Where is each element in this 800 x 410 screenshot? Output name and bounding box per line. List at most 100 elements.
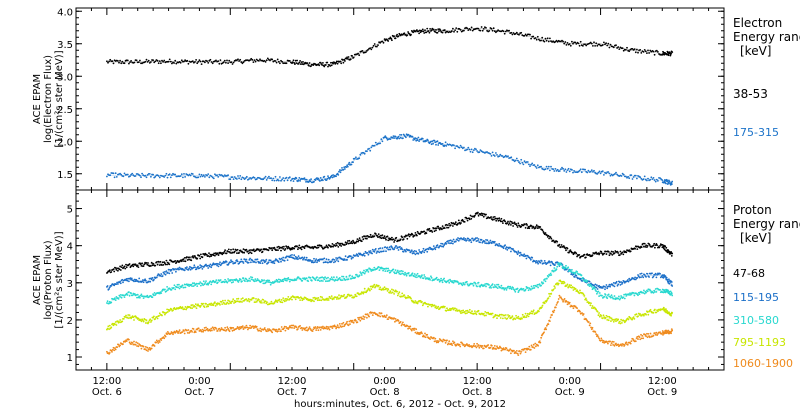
- proton-point-115-195: [655, 276, 658, 279]
- electron-point-175-315: [282, 177, 285, 179]
- proton-point-795-1193: [195, 307, 198, 310]
- proton-point-795-1193: [396, 294, 399, 297]
- proton-point-115-195: [256, 258, 259, 261]
- proton-point-115-195: [344, 255, 347, 258]
- proton-point-115-195: [336, 257, 339, 260]
- proton-point-115-195: [303, 256, 306, 259]
- electron-point-175-315: [288, 176, 291, 179]
- proton-point-47-68: [549, 236, 552, 239]
- proton-point-310-580: [269, 283, 272, 286]
- proton-point-115-195: [231, 260, 234, 263]
- proton-point-47-68: [466, 217, 468, 220]
- electron-point-38-53: [605, 42, 607, 45]
- electron-point-175-315: [286, 179, 289, 182]
- proton-point-310-580: [508, 287, 511, 290]
- proton-point-115-195: [598, 284, 600, 287]
- proton-point-115-195: [367, 253, 370, 256]
- proton-point-310-580: [324, 276, 326, 279]
- proton-point-115-195: [373, 250, 376, 253]
- proton-point-795-1193: [546, 299, 548, 302]
- electron-point-38-53: [198, 59, 201, 62]
- proton-point-795-1193: [360, 293, 362, 295]
- proton-point-115-195: [439, 245, 442, 247]
- proton-point-47-68: [640, 246, 643, 249]
- electron-point-38-53: [194, 61, 196, 63]
- proton-point-115-195: [535, 261, 537, 264]
- electron-point-175-315: [519, 162, 521, 165]
- proton-point-310-580: [142, 295, 144, 297]
- proton-point-310-580: [399, 270, 401, 273]
- electron-point-38-53: [197, 60, 200, 63]
- proton-point-310-580: [429, 279, 431, 281]
- proton-point-47-68: [355, 240, 358, 243]
- proton-point-115-195: [195, 268, 198, 271]
- proton-point-115-195: [404, 249, 406, 252]
- proton-point-115-195: [183, 269, 186, 272]
- proton-point-47-68: [468, 218, 471, 221]
- proton-point-115-195: [133, 278, 136, 281]
- proton-point-115-195: [470, 241, 473, 244]
- proton-point-47-68: [435, 227, 438, 230]
- proton-point-115-195: [469, 239, 472, 242]
- proton-point-115-195: [163, 273, 166, 275]
- proton-point-115-195: [399, 246, 401, 248]
- proton-point-47-68: [474, 214, 476, 217]
- proton-point-1060-1900: [325, 325, 328, 328]
- proton-point-1060-1900: [147, 348, 150, 351]
- proton-point-47-68: [500, 217, 503, 220]
- proton-point-115-195: [450, 242, 453, 245]
- electron-point-175-315: [339, 171, 342, 174]
- proton-point-115-195: [332, 258, 334, 261]
- proton-point-310-580: [190, 283, 193, 286]
- proton-point-115-195: [549, 264, 552, 267]
- proton-point-310-580: [269, 281, 271, 284]
- proton-point-115-195: [385, 250, 387, 253]
- proton-point-47-68: [376, 235, 379, 237]
- proton-point-795-1193: [110, 326, 113, 329]
- proton-point-310-580: [416, 272, 419, 275]
- proton-point-115-195: [502, 247, 505, 250]
- proton-point-47-68: [416, 234, 418, 237]
- proton-point-310-580: [484, 283, 487, 285]
- electron-point-38-53: [281, 60, 283, 63]
- proton-point-795-1193: [207, 305, 210, 308]
- proton-point-47-68: [205, 253, 208, 256]
- proton-point-47-68: [661, 244, 664, 246]
- proton-point-1060-1900: [255, 325, 258, 328]
- proton-point-795-1193: [169, 309, 171, 311]
- proton-point-310-580: [230, 281, 233, 284]
- proton-point-115-195: [449, 239, 452, 242]
- electron-point-38-53: [163, 59, 166, 62]
- proton-point-115-195: [626, 279, 629, 281]
- proton-point-1060-1900: [181, 331, 184, 333]
- proton-point-47-68: [393, 241, 395, 243]
- proton-point-795-1193: [330, 297, 332, 300]
- proton-point-795-1193: [386, 290, 389, 292]
- electron-point-38-53: [407, 31, 409, 33]
- electron-point-175-315: [522, 163, 525, 166]
- proton-point-1060-1900: [183, 330, 185, 332]
- electron-series-175-315: [106, 133, 674, 186]
- electron-point-175-315: [596, 173, 599, 175]
- proton-point-47-68: [612, 251, 614, 253]
- proton-point-115-195: [422, 247, 425, 250]
- electron-point-38-53: [571, 40, 573, 43]
- proton-point-115-195: [615, 280, 618, 283]
- proton-point-115-195: [219, 261, 221, 264]
- electron-point-175-315: [281, 178, 283, 181]
- proton-point-115-195: [509, 246, 512, 249]
- proton-point-310-580: [230, 278, 232, 281]
- proton-point-310-580: [146, 294, 149, 297]
- proton-point-310-580: [493, 284, 496, 286]
- proton-point-795-1193: [603, 316, 606, 318]
- electron-ytick-label: 3.0: [57, 72, 73, 83]
- proton-point-795-1193: [240, 298, 243, 300]
- proton-point-47-68: [241, 251, 244, 254]
- electron-point-38-53: [106, 60, 108, 63]
- proton-point-47-68: [373, 235, 376, 238]
- proton-point-310-580: [620, 295, 622, 297]
- proton-point-1060-1900: [328, 328, 331, 331]
- electron-point-38-53: [652, 50, 655, 53]
- electron-point-175-315: [297, 179, 300, 182]
- proton-point-310-580: [629, 292, 631, 295]
